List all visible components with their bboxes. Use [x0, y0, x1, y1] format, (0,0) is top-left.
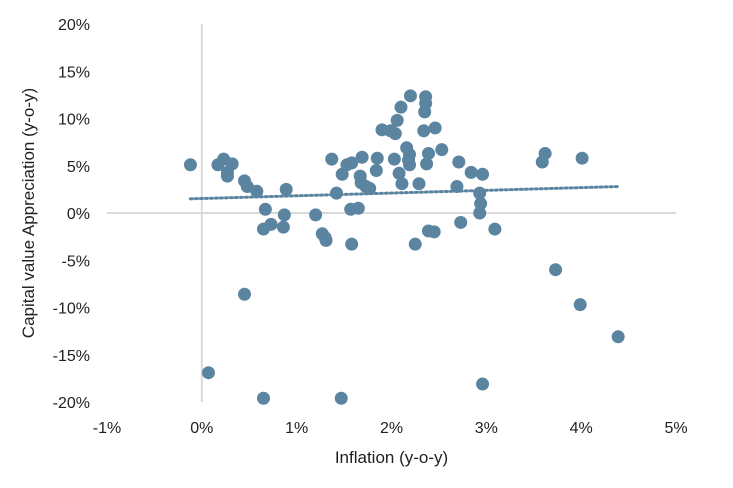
- x-tick-label: 1%: [285, 420, 308, 437]
- y-tick-label: 10%: [58, 112, 90, 129]
- data-point: [351, 201, 365, 215]
- data-point: [403, 158, 417, 172]
- data-point: [387, 152, 401, 166]
- data-point: [611, 330, 625, 344]
- data-point: [258, 202, 272, 216]
- data-point: [476, 377, 490, 391]
- y-tick-label: 5%: [67, 159, 90, 176]
- data-point: [421, 146, 435, 160]
- data-point: [276, 220, 290, 234]
- x-tick-label: 3%: [475, 420, 498, 437]
- data-point: [408, 237, 422, 251]
- y-tick-label: 20%: [58, 17, 90, 34]
- data-point: [394, 100, 408, 114]
- data-point: [325, 152, 339, 166]
- data-point: [395, 177, 409, 191]
- data-point: [264, 217, 278, 231]
- y-axis-ticks: 20% 15% 10% 5% 0% -5% -10% -15% -20%: [53, 17, 90, 412]
- x-tick-label: -1%: [93, 420, 121, 437]
- data-point: [238, 287, 252, 301]
- x-tick-label: 4%: [570, 420, 593, 437]
- data-point: [277, 208, 291, 222]
- data-point: [279, 182, 293, 196]
- data-point: [201, 366, 215, 380]
- x-tick-label: 5%: [664, 420, 687, 437]
- trendline: [188, 185, 620, 201]
- x-axis-ticks: -1% 0% 1% 2% 3% 4% 5%: [93, 420, 688, 437]
- data-point: [256, 391, 270, 405]
- data-point: [403, 89, 417, 103]
- data-point: [464, 165, 478, 179]
- y-axis-title: Capital value Appreciation (y-o-y): [19, 88, 38, 338]
- data-point: [474, 197, 488, 211]
- data-point: [573, 298, 587, 312]
- x-axis-title: Inflation (y-o-y): [335, 448, 448, 467]
- data-points: [183, 89, 625, 405]
- y-tick-label: 15%: [58, 64, 90, 81]
- data-point: [392, 166, 406, 180]
- data-point: [420, 157, 434, 171]
- data-point: [412, 177, 426, 191]
- data-point: [488, 222, 502, 236]
- data-point: [363, 181, 377, 195]
- data-point: [417, 124, 431, 138]
- y-tick-label: -20%: [53, 395, 90, 412]
- data-point: [345, 237, 359, 251]
- y-tick-label: -5%: [62, 253, 90, 270]
- data-point: [476, 167, 490, 181]
- data-point: [419, 96, 433, 110]
- data-point: [334, 391, 348, 405]
- data-point: [575, 151, 589, 165]
- data-point: [435, 143, 449, 157]
- data-point: [225, 157, 239, 171]
- data-point: [549, 263, 563, 277]
- data-point: [220, 169, 234, 183]
- data-point: [403, 147, 417, 161]
- data-point: [473, 206, 487, 220]
- data-point: [309, 208, 323, 222]
- data-point: [452, 155, 466, 169]
- data-point: [370, 151, 384, 165]
- data-point: [183, 158, 197, 172]
- data-point: [428, 121, 442, 135]
- data-point: [390, 113, 404, 127]
- y-tick-label: -15%: [53, 348, 90, 365]
- data-point: [319, 233, 333, 247]
- y-tick-label: 0%: [67, 206, 90, 223]
- data-point: [427, 225, 441, 239]
- data-point: [345, 156, 359, 170]
- x-tick-label: 2%: [380, 420, 403, 437]
- x-tick-label: 0%: [190, 420, 213, 437]
- data-point: [369, 163, 383, 177]
- data-point: [250, 184, 264, 198]
- data-point: [355, 150, 369, 164]
- data-point: [538, 146, 552, 160]
- y-tick-label: -10%: [53, 301, 90, 318]
- data-point: [454, 215, 468, 229]
- data-point: [388, 127, 402, 141]
